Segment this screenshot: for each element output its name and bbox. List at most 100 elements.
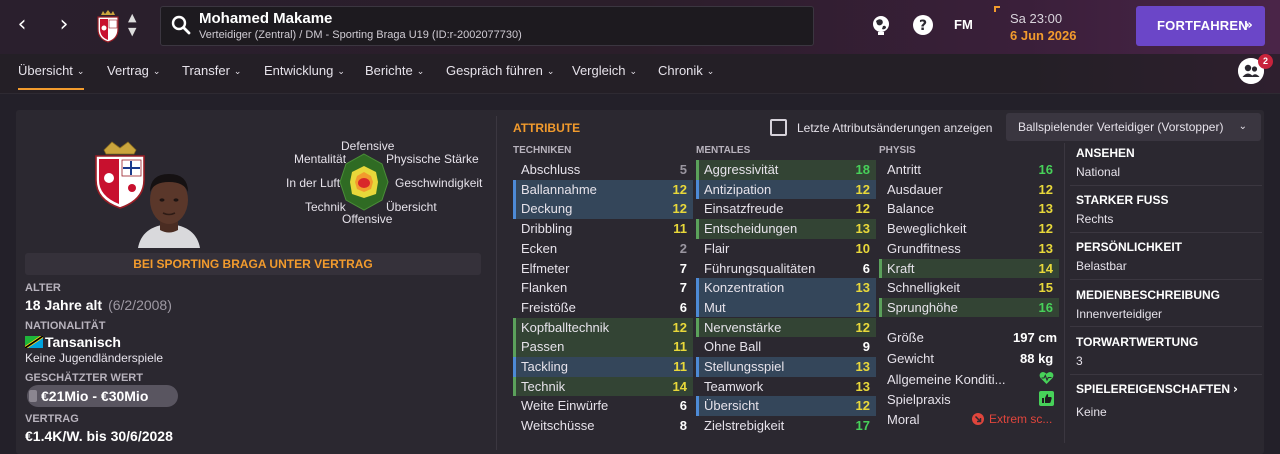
attribute-row[interactable]: Teamwork 13 [696, 377, 876, 397]
attribute-name: Passen [521, 339, 565, 355]
attribute-row[interactable]: Nervenstärke 12 [696, 317, 876, 338]
continue-button[interactable]: FORTFAHREN » [1136, 6, 1265, 46]
up-down-icon[interactable]: ▲ ▼ [128, 11, 137, 38]
player-traits-link[interactable]: SPIELEREIGENSCHAFTEN › [1076, 382, 1238, 396]
attribute-name: Abschluss [521, 162, 581, 177]
attribute-row[interactable]: Balance 13 [879, 199, 1059, 219]
attribute-value: 11 [673, 359, 687, 374]
tab-history[interactable]: Chronik ⌄ [658, 63, 714, 78]
attribute-value: 13 [855, 280, 870, 296]
attribute-row[interactable]: Konzentration 13 [696, 278, 876, 298]
tab-compare[interactable]: Vergleich ⌄ [572, 63, 637, 78]
attribute-row[interactable]: Schnelligkeit 15 [879, 278, 1059, 298]
forward-arrow-icon[interactable]: › [59, 12, 69, 37]
gk-rating-label: TORWARTWERTUNG [1076, 335, 1199, 349]
attribute-row[interactable]: Aggressivität 18 [696, 160, 876, 180]
attribute-row[interactable]: Abschluss 5 [513, 160, 693, 180]
current-date: 6 Jun 2026 [1010, 28, 1077, 43]
attribute-row[interactable]: Weite Einwürfe 6 [513, 396, 693, 416]
weight-label: Gewicht [887, 351, 934, 366]
tab-label: Entwicklung [264, 63, 334, 78]
separator [1070, 232, 1262, 233]
attribute-row[interactable]: Grundfitness 13 [879, 239, 1059, 259]
attribute-name: Ecken [521, 240, 558, 256]
estimated-value-pill[interactable]: €21Mio - €30Mio [27, 385, 178, 407]
attribute-name: Deckung [521, 201, 573, 217]
attribute-row[interactable]: Freistöße 6 [513, 298, 693, 318]
attribute-row[interactable]: Ausdauer 12 [879, 180, 1059, 200]
media-description-value: Innenverteidiger [1076, 307, 1163, 321]
age-value: 18 Jahre alt (6/2/2008) [25, 297, 172, 313]
thumbs-up-icon[interactable] [1039, 391, 1054, 406]
attribute-value: 6 [679, 299, 687, 315]
attribute-name: Aggressivität [704, 162, 779, 177]
show-changes-checkbox[interactable] [770, 119, 787, 136]
attribute-row[interactable]: Einsatzfreude 12 [696, 199, 876, 219]
attribute-row[interactable]: Kopfballtechnik 12 [513, 317, 693, 338]
tab-development[interactable]: Entwicklung ⌄ [264, 63, 345, 78]
tab-transfer[interactable]: Transfer ⌄ [182, 63, 241, 78]
attribute-row[interactable]: Antritt 16 [879, 160, 1059, 180]
tab-label: Vertrag [107, 63, 149, 78]
attribute-value: 16 [1038, 299, 1053, 315]
nationality-label: NATIONALITÄT [25, 320, 106, 332]
reputation-value: National [1076, 165, 1121, 179]
radar-octagon [339, 153, 389, 211]
tab-overview[interactable]: Übersicht ⌄ [18, 63, 85, 90]
tab-contract[interactable]: Vertrag ⌄ [107, 63, 160, 78]
chevron-down-icon: ⌄ [1238, 121, 1247, 132]
attribute-row[interactable]: Dribbling 11 [513, 219, 693, 239]
tab-reports[interactable]: Berichte ⌄ [365, 63, 424, 78]
attribute-row[interactable]: Beweglichkeit 12 [879, 219, 1059, 239]
tab-interact[interactable]: Gespräch führen ⌄ [446, 63, 554, 78]
heart-icon[interactable] [1039, 371, 1054, 385]
weight-value: 88 kg [1020, 351, 1054, 366]
attribute-row[interactable]: Elfmeter 7 [513, 259, 693, 279]
age-label: ALTER [25, 282, 61, 294]
attribute-row[interactable]: Zielstrebigkeit 17 [696, 416, 876, 436]
tab-label: Chronik [658, 63, 703, 78]
world-icon[interactable] [870, 14, 892, 36]
chevron-down-icon: ⌄ [546, 67, 555, 77]
attribute-row[interactable]: Tackling 11 [513, 357, 693, 377]
show-changes-label[interactable]: Letzte Attributsänderungen anzeigen [797, 121, 993, 135]
attribute-row[interactable]: Flanken 7 [513, 278, 693, 298]
attribute-row[interactable]: Technik 14 [513, 376, 693, 397]
attribute-name: Weite Einwürfe [521, 398, 609, 414]
fm-logo[interactable]: FM [954, 17, 973, 32]
attribute-row[interactable]: Ohne Ball 9 [696, 337, 876, 357]
back-arrow-icon[interactable]: ‹ [17, 12, 27, 37]
attribute-value: 15 [1038, 280, 1053, 296]
people-icon[interactable] [1238, 58, 1264, 84]
attribute-row[interactable]: Antizipation 12 [696, 179, 876, 200]
attribute-row[interactable]: Ecken 2 [513, 239, 693, 259]
attribute-row[interactable]: Sprunghöhe 16 [879, 297, 1059, 318]
attribute-row[interactable]: Deckung 12 [513, 199, 693, 219]
attribute-row[interactable]: Stellungsspiel 13 [696, 357, 876, 377]
attribute-row[interactable]: Weitschüsse 8 [513, 416, 693, 436]
nationality-value[interactable]: Tansanisch [25, 334, 121, 350]
attribute-row[interactable]: Ballannahme 12 [513, 179, 693, 200]
attribute-row[interactable]: Kraft 14 [879, 258, 1059, 279]
height-value: 197 cm [1013, 330, 1058, 345]
role-select[interactable]: Ballspielender Verteidiger (Vorstopper) … [1006, 113, 1261, 141]
radar-label-aerial: In der Luft [286, 176, 341, 190]
date-display[interactable]: Sa 23:00 6 Jun 2026 [994, 6, 1104, 46]
club-crest-icon[interactable] [94, 9, 122, 43]
club-crest-large [95, 141, 145, 209]
attribute-row[interactable]: Mut 12 [696, 297, 876, 318]
attribute-value: 13 [855, 359, 870, 374]
attribute-row[interactable]: Passen 11 [513, 337, 693, 357]
attribute-row[interactable]: Übersicht 12 [696, 396, 876, 416]
attribute-row[interactable]: Entscheidungen 13 [696, 219, 876, 239]
morale-value[interactable]: Extrem sc... [989, 412, 1053, 426]
attribute-value: 12 [855, 319, 870, 335]
player-avatar [138, 174, 200, 248]
attribute-row[interactable]: Flair 10 [696, 239, 876, 259]
chevron-down-icon: ⌄ [233, 67, 242, 77]
chevron-down-icon: ⌄ [337, 67, 345, 77]
technical-heading: TECHNIKEN [513, 145, 572, 156]
help-icon[interactable]: ? [912, 14, 934, 36]
attribute-row[interactable]: Führungsqualitäten 6 [696, 259, 876, 279]
player-search-box[interactable]: Mohamed Makame Verteidiger (Zentral) / D… [160, 6, 814, 46]
